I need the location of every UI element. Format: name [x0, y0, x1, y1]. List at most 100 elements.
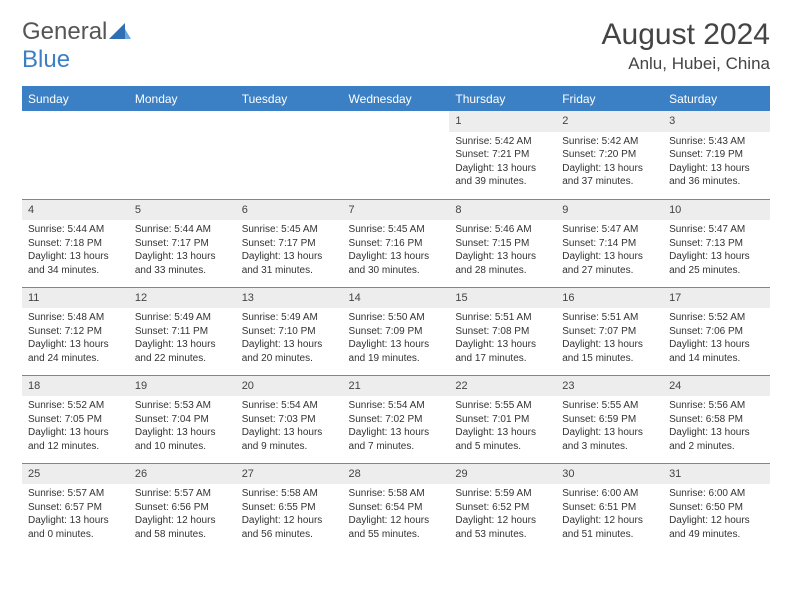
- sunrise-line: Sunrise: 5:52 AM: [669, 311, 764, 325]
- calendar-cell: 31Sunrise: 6:00 AMSunset: 6:50 PMDayligh…: [663, 463, 770, 551]
- daylight-line: Daylight: 13 hours and 20 minutes.: [242, 338, 337, 365]
- sunset-line: Sunset: 6:52 PM: [455, 501, 550, 515]
- calendar-week-row: 1Sunrise: 5:42 AMSunset: 7:21 PMDaylight…: [22, 111, 770, 199]
- day-header: Saturday: [663, 87, 770, 112]
- day-number: 3: [663, 111, 770, 132]
- calendar-week-row: 18Sunrise: 5:52 AMSunset: 7:05 PMDayligh…: [22, 375, 770, 463]
- logo-text: GeneralBlue: [22, 18, 131, 74]
- day-body: Sunrise: 5:42 AMSunset: 7:20 PMDaylight:…: [556, 132, 663, 193]
- day-body: Sunrise: 5:56 AMSunset: 6:58 PMDaylight:…: [663, 396, 770, 457]
- daylight-line: Daylight: 13 hours and 12 minutes.: [28, 426, 123, 453]
- day-body: Sunrise: 5:59 AMSunset: 6:52 PMDaylight:…: [449, 484, 556, 545]
- calendar-cell: 22Sunrise: 5:55 AMSunset: 7:01 PMDayligh…: [449, 375, 556, 463]
- daylight-line: Daylight: 13 hours and 33 minutes.: [135, 250, 230, 277]
- day-body: Sunrise: 5:47 AMSunset: 7:14 PMDaylight:…: [556, 220, 663, 281]
- calendar-cell: 23Sunrise: 5:55 AMSunset: 6:59 PMDayligh…: [556, 375, 663, 463]
- day-number: 26: [129, 464, 236, 485]
- day-number: 1: [449, 111, 556, 132]
- day-body: Sunrise: 5:48 AMSunset: 7:12 PMDaylight:…: [22, 308, 129, 369]
- sunrise-line: Sunrise: 5:54 AM: [242, 399, 337, 413]
- day-header: Thursday: [449, 87, 556, 112]
- sunset-line: Sunset: 7:21 PM: [455, 148, 550, 162]
- day-number: 30: [556, 464, 663, 485]
- daylight-line: Daylight: 13 hours and 3 minutes.: [562, 426, 657, 453]
- day-header: Tuesday: [236, 87, 343, 112]
- sunrise-line: Sunrise: 5:42 AM: [562, 135, 657, 149]
- day-body: Sunrise: 5:45 AMSunset: 7:17 PMDaylight:…: [236, 220, 343, 281]
- calendar-cell: 2Sunrise: 5:42 AMSunset: 7:20 PMDaylight…: [556, 111, 663, 199]
- calendar-cell: [343, 111, 450, 199]
- daylight-line: Daylight: 13 hours and 34 minutes.: [28, 250, 123, 277]
- calendar-week-row: 4Sunrise: 5:44 AMSunset: 7:18 PMDaylight…: [22, 199, 770, 287]
- sunset-line: Sunset: 7:02 PM: [349, 413, 444, 427]
- calendar-cell: 28Sunrise: 5:58 AMSunset: 6:54 PMDayligh…: [343, 463, 450, 551]
- daylight-line: Daylight: 13 hours and 39 minutes.: [455, 162, 550, 189]
- logo-text-blue: Blue: [22, 46, 70, 73]
- sunset-line: Sunset: 6:50 PM: [669, 501, 764, 515]
- day-body: Sunrise: 6:00 AMSunset: 6:50 PMDaylight:…: [663, 484, 770, 545]
- sunrise-line: Sunrise: 5:45 AM: [349, 223, 444, 237]
- sunrise-line: Sunrise: 5:56 AM: [669, 399, 764, 413]
- location-label: Anlu, Hubei, China: [602, 54, 770, 74]
- sunrise-line: Sunrise: 5:55 AM: [562, 399, 657, 413]
- daylight-line: Daylight: 12 hours and 53 minutes.: [455, 514, 550, 541]
- calendar-week-row: 25Sunrise: 5:57 AMSunset: 6:57 PMDayligh…: [22, 463, 770, 551]
- sunrise-line: Sunrise: 5:57 AM: [28, 487, 123, 501]
- day-number: 18: [22, 376, 129, 397]
- day-body: Sunrise: 5:50 AMSunset: 7:09 PMDaylight:…: [343, 308, 450, 369]
- page-title: August 2024: [602, 18, 770, 52]
- title-block: August 2024 Anlu, Hubei, China: [602, 18, 770, 74]
- sunset-line: Sunset: 7:17 PM: [242, 237, 337, 251]
- calendar-cell: 21Sunrise: 5:54 AMSunset: 7:02 PMDayligh…: [343, 375, 450, 463]
- day-number: 13: [236, 288, 343, 309]
- daylight-line: Daylight: 13 hours and 24 minutes.: [28, 338, 123, 365]
- day-body: Sunrise: 5:54 AMSunset: 7:02 PMDaylight:…: [343, 396, 450, 457]
- day-number: 16: [556, 288, 663, 309]
- day-body: Sunrise: 5:53 AMSunset: 7:04 PMDaylight:…: [129, 396, 236, 457]
- sunrise-line: Sunrise: 5:49 AM: [242, 311, 337, 325]
- day-body: Sunrise: 5:58 AMSunset: 6:55 PMDaylight:…: [236, 484, 343, 545]
- daylight-line: Daylight: 13 hours and 0 minutes.: [28, 514, 123, 541]
- daylight-line: Daylight: 13 hours and 14 minutes.: [669, 338, 764, 365]
- day-number: 24: [663, 376, 770, 397]
- day-number: 2: [556, 111, 663, 132]
- sunset-line: Sunset: 7:08 PM: [455, 325, 550, 339]
- calendar-cell: [129, 111, 236, 199]
- daylight-line: Daylight: 13 hours and 28 minutes.: [455, 250, 550, 277]
- calendar-cell: 13Sunrise: 5:49 AMSunset: 7:10 PMDayligh…: [236, 287, 343, 375]
- sunset-line: Sunset: 7:12 PM: [28, 325, 123, 339]
- daylight-line: Daylight: 12 hours and 55 minutes.: [349, 514, 444, 541]
- daylight-line: Daylight: 13 hours and 37 minutes.: [562, 162, 657, 189]
- calendar-week-row: 11Sunrise: 5:48 AMSunset: 7:12 PMDayligh…: [22, 287, 770, 375]
- day-number: 19: [129, 376, 236, 397]
- sunset-line: Sunset: 7:14 PM: [562, 237, 657, 251]
- day-body: Sunrise: 5:47 AMSunset: 7:13 PMDaylight:…: [663, 220, 770, 281]
- day-number: 25: [22, 464, 129, 485]
- sunrise-line: Sunrise: 5:50 AM: [349, 311, 444, 325]
- sunrise-line: Sunrise: 5:53 AM: [135, 399, 230, 413]
- daylight-line: Daylight: 13 hours and 7 minutes.: [349, 426, 444, 453]
- sunset-line: Sunset: 6:54 PM: [349, 501, 444, 515]
- calendar-cell: 12Sunrise: 5:49 AMSunset: 7:11 PMDayligh…: [129, 287, 236, 375]
- calendar-cell: 15Sunrise: 5:51 AMSunset: 7:08 PMDayligh…: [449, 287, 556, 375]
- sunset-line: Sunset: 7:15 PM: [455, 237, 550, 251]
- sunrise-line: Sunrise: 5:54 AM: [349, 399, 444, 413]
- sunset-line: Sunset: 6:58 PM: [669, 413, 764, 427]
- sunset-line: Sunset: 7:19 PM: [669, 148, 764, 162]
- sunset-line: Sunset: 6:55 PM: [242, 501, 337, 515]
- sunset-line: Sunset: 7:11 PM: [135, 325, 230, 339]
- sunset-line: Sunset: 7:17 PM: [135, 237, 230, 251]
- sunset-line: Sunset: 7:20 PM: [562, 148, 657, 162]
- calendar-cell: 5Sunrise: 5:44 AMSunset: 7:17 PMDaylight…: [129, 199, 236, 287]
- daylight-line: Daylight: 13 hours and 36 minutes.: [669, 162, 764, 189]
- day-body: Sunrise: 5:45 AMSunset: 7:16 PMDaylight:…: [343, 220, 450, 281]
- calendar-cell: 24Sunrise: 5:56 AMSunset: 6:58 PMDayligh…: [663, 375, 770, 463]
- day-number: 20: [236, 376, 343, 397]
- calendar-header-row: SundayMondayTuesdayWednesdayThursdayFrid…: [22, 87, 770, 112]
- sunrise-line: Sunrise: 5:44 AM: [135, 223, 230, 237]
- daylight-line: Daylight: 12 hours and 56 minutes.: [242, 514, 337, 541]
- sunrise-line: Sunrise: 5:45 AM: [242, 223, 337, 237]
- sunrise-line: Sunrise: 5:51 AM: [455, 311, 550, 325]
- sunset-line: Sunset: 6:59 PM: [562, 413, 657, 427]
- daylight-line: Daylight: 13 hours and 15 minutes.: [562, 338, 657, 365]
